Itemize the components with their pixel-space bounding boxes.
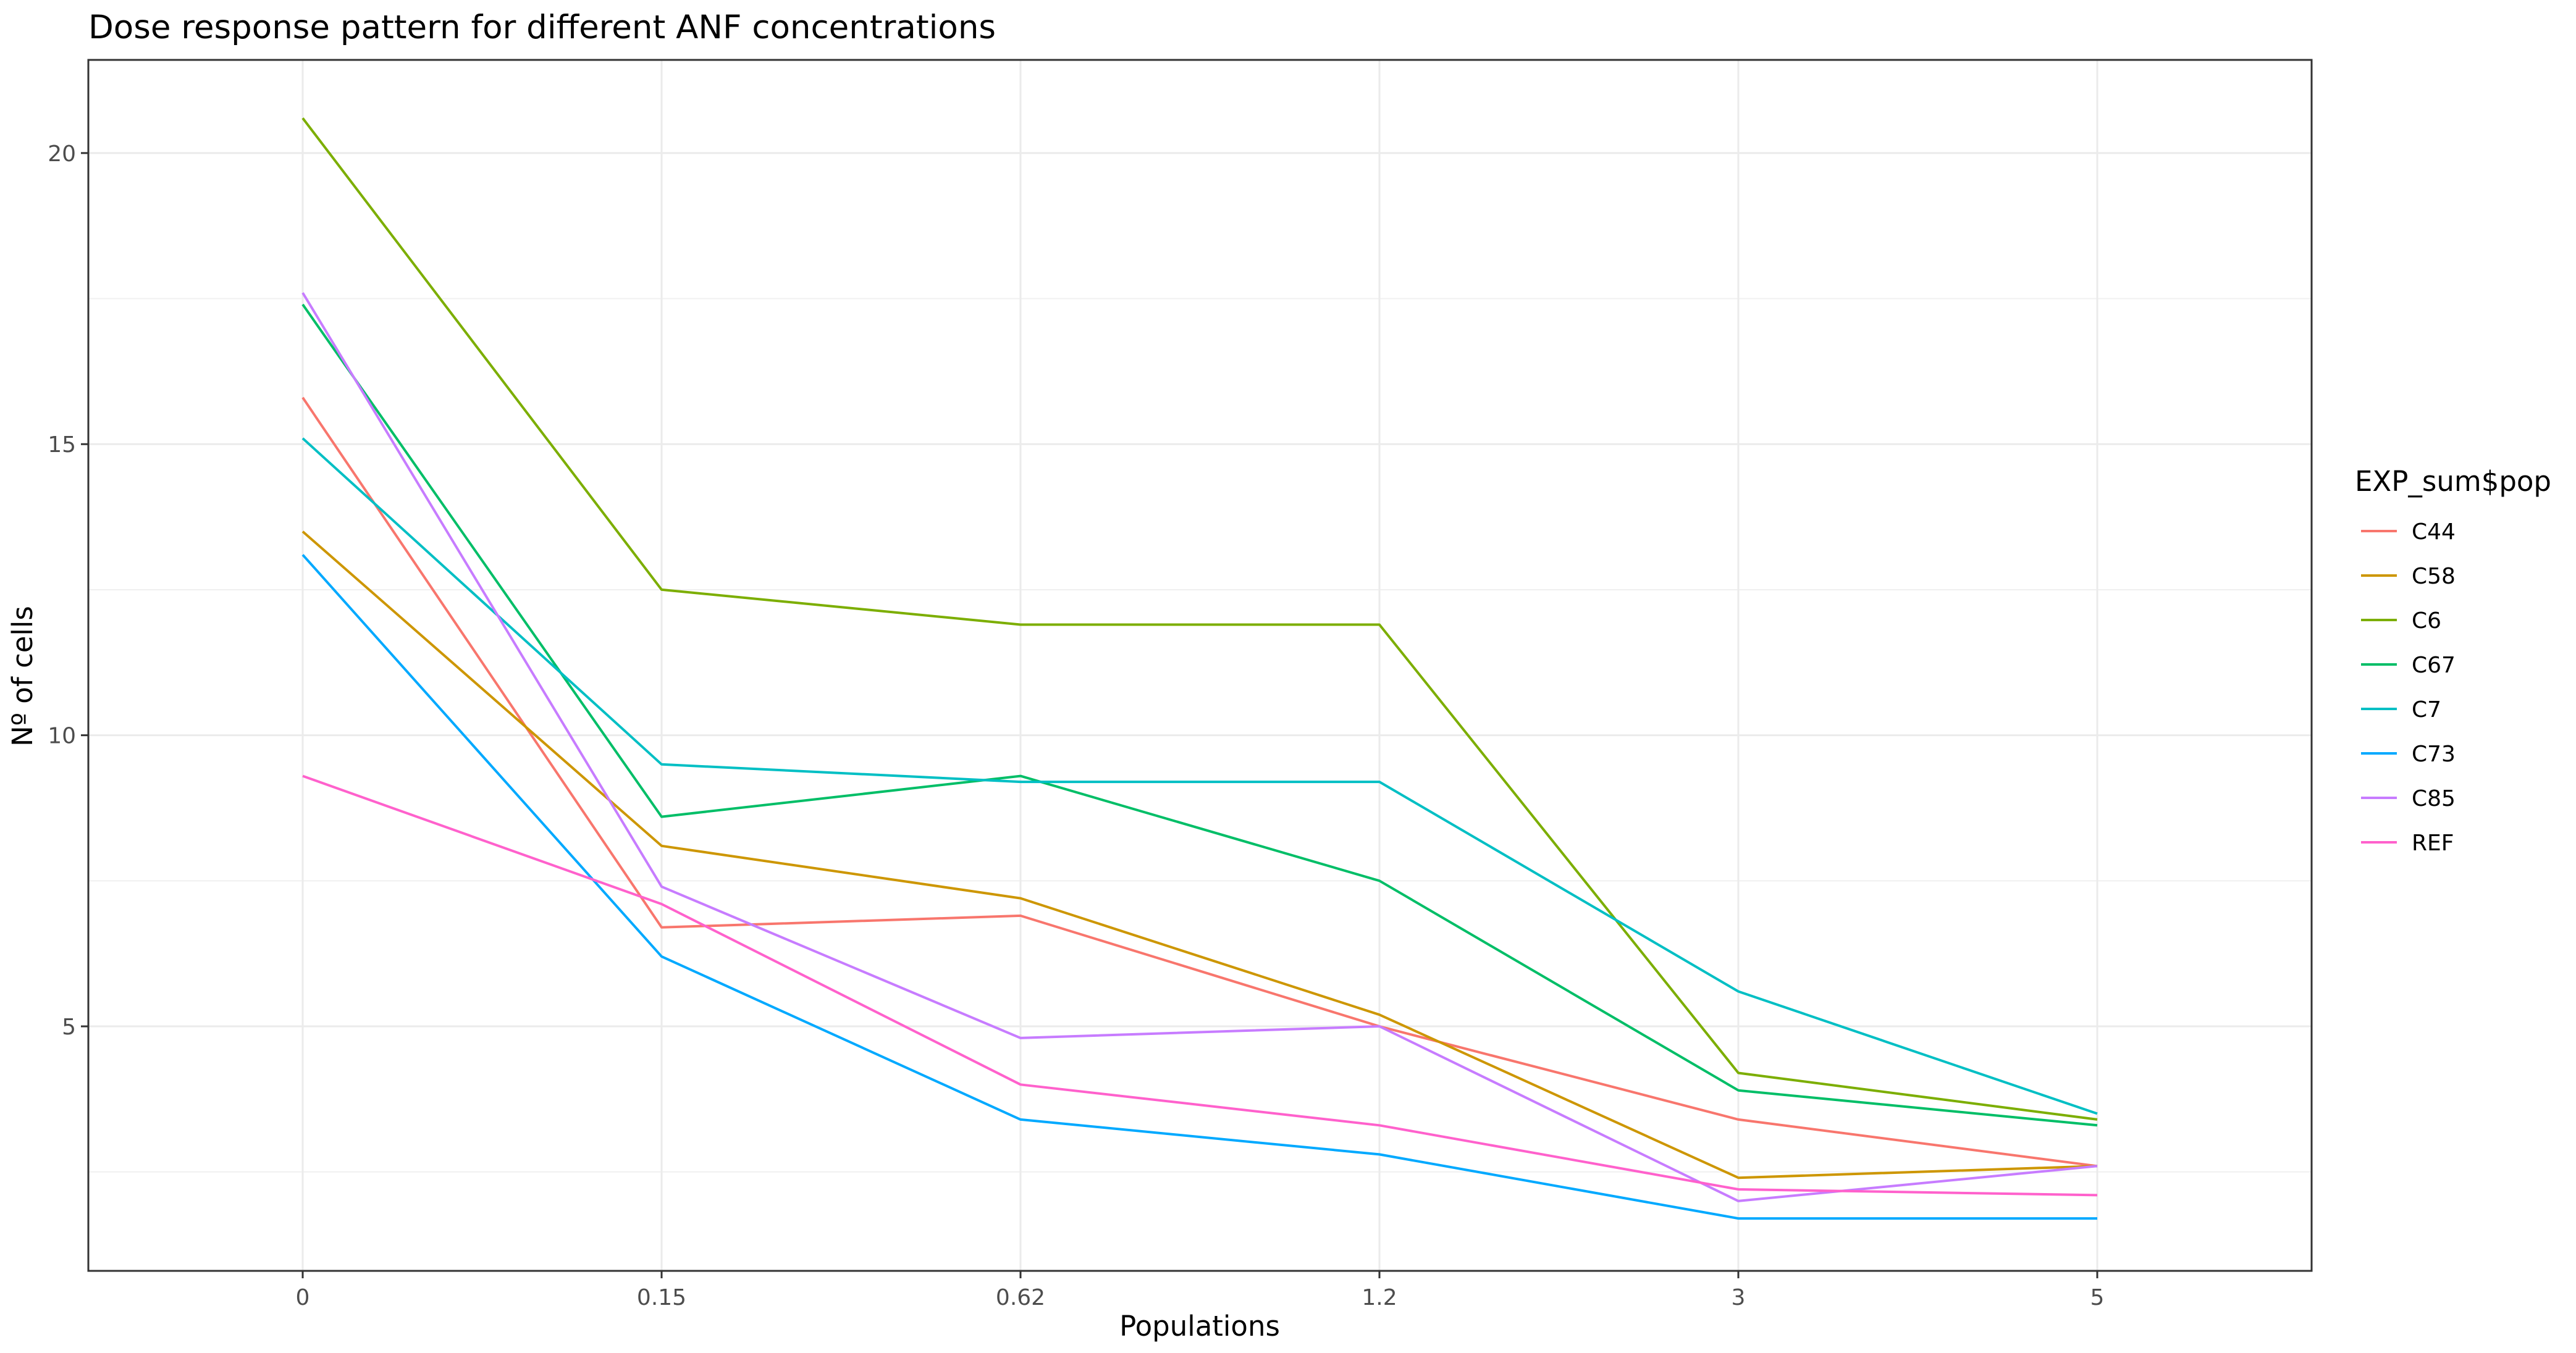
series-line-c67 — [301, 303, 2098, 1127]
y-tick-label: 20 — [48, 141, 76, 167]
series-line-ref — [302, 774, 2098, 1197]
panel-border — [87, 59, 2313, 1272]
legend-item-c73: C73 — [2361, 742, 2456, 767]
x-tick-label: 3 — [1732, 1285, 1746, 1310]
legend-label: C85 — [2412, 786, 2456, 811]
chart-title: Dose response pattern for different ANF … — [88, 9, 996, 46]
legend-item-c44: C44 — [2361, 519, 2456, 545]
legend-item-c6: C6 — [2361, 608, 2441, 634]
legend-item-c7: C7 — [2361, 697, 2441, 723]
legend-title: EXP_sum$pop — [2355, 465, 2551, 498]
y-tick-label: 10 — [48, 724, 76, 749]
series-line-c85 — [301, 292, 2098, 1202]
series-line-c73 — [301, 554, 2097, 1220]
x-tick-label: 0 — [296, 1285, 310, 1310]
legend-label: C67 — [2412, 653, 2456, 678]
legend-item-c67: C67 — [2361, 653, 2456, 678]
series-line-c7 — [301, 437, 2098, 1115]
legend: EXP_sum$pop C44 C58 C6 C67 C7 C73 C85 REF — [2355, 465, 2551, 856]
legend-item-c58: C58 — [2361, 564, 2456, 589]
legend-items: C44 C58 C6 C67 C7 C73 C85 REF — [2361, 519, 2456, 856]
x-tick-label: 1.2 — [1362, 1285, 1397, 1310]
legend-item-c85: C85 — [2361, 786, 2456, 811]
legend-label: C58 — [2412, 564, 2456, 589]
plot-panel — [87, 59, 2313, 1272]
legend-label: REF — [2412, 831, 2454, 856]
legend-label: C7 — [2412, 697, 2441, 723]
x-axis: 0 0.15 0.62 1.2 3 5 — [296, 1271, 2105, 1310]
x-tick-label: 5 — [2090, 1285, 2105, 1310]
series-line-c6 — [301, 117, 2098, 1121]
x-tick-label: 0.62 — [996, 1285, 1045, 1310]
panel-background — [88, 60, 2312, 1271]
y-axis: 5 10 15 20 — [48, 141, 88, 1040]
y-tick-label: 5 — [62, 1015, 76, 1040]
x-axis-title: Populations — [1119, 1310, 1280, 1343]
series-line-c44 — [301, 396, 2098, 1168]
legend-label: C73 — [2412, 742, 2456, 767]
y-tick-label: 15 — [48, 432, 76, 458]
y-axis-title: Nº of cells — [6, 606, 39, 747]
series-line-c58 — [301, 530, 2098, 1179]
legend-label: C6 — [2412, 608, 2441, 634]
legend-label: C44 — [2412, 519, 2456, 545]
x-tick-label: 0.15 — [637, 1285, 686, 1310]
legend-item-ref: REF — [2361, 831, 2454, 856]
